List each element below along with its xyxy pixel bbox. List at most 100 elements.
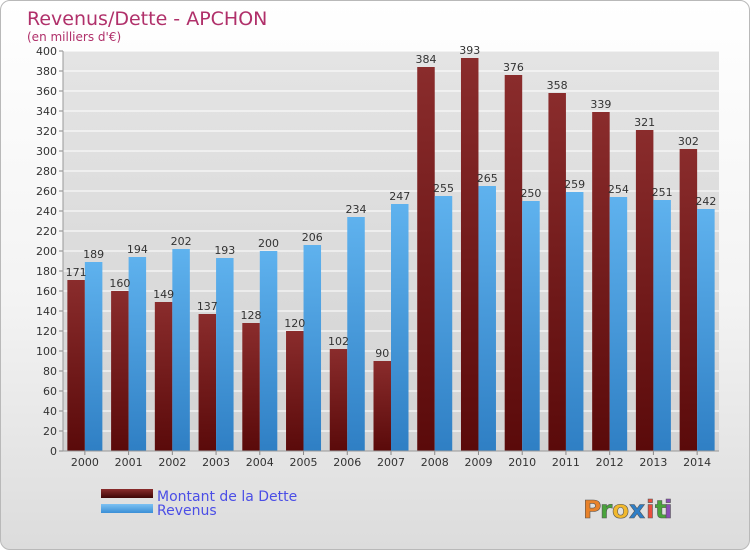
bar-revenus [609, 197, 628, 451]
data-label: 250 [520, 187, 541, 200]
y-tick-label: 320 [36, 125, 57, 138]
data-label: 254 [608, 183, 629, 196]
bar-debt [198, 314, 217, 451]
data-label: 393 [459, 44, 480, 57]
data-label: 128 [241, 309, 262, 322]
bar-revenus [522, 201, 540, 451]
data-label: 90 [375, 347, 389, 360]
bar-debt [417, 67, 435, 451]
bar-debt [286, 331, 304, 451]
data-label: 265 [477, 172, 498, 185]
y-tick-label: 380 [36, 65, 57, 78]
data-label: 358 [547, 79, 568, 92]
data-label: 137 [197, 300, 218, 313]
y-tick-label: 400 [36, 45, 57, 58]
bar-revenus [434, 196, 453, 451]
x-tick-label: 2003 [202, 456, 230, 469]
x-tick-label: 2013 [639, 456, 667, 469]
data-label: 242 [695, 195, 716, 208]
x-tick-label: 2006 [333, 456, 361, 469]
bar-debt [373, 361, 391, 451]
x-tick-label: 2002 [158, 456, 186, 469]
x-tick-label: 2001 [115, 456, 143, 469]
logo-letter: r [600, 495, 613, 524]
logo-letter: t [655, 495, 667, 524]
data-label: 160 [109, 277, 130, 290]
bar-revenus [697, 209, 715, 451]
data-label: 120 [284, 317, 305, 330]
bar-revenus [347, 217, 365, 451]
chart-subtitle: (en milliers d'€) [27, 30, 121, 44]
bar-debt [592, 112, 610, 451]
bar-revenus [172, 249, 190, 451]
legend-label-debt: Montant de la Dette [157, 489, 297, 505]
x-tick-label: 2009 [464, 456, 492, 469]
data-label: 321 [634, 116, 655, 129]
data-label: 384 [415, 53, 436, 66]
proxiti-logo: Pr o x i ti [583, 495, 673, 525]
y-tick-label: 40 [43, 405, 57, 418]
bar-revenus [478, 186, 496, 451]
chart-title: Revenus/Dette - APCHON [27, 8, 267, 30]
data-label: 376 [503, 61, 524, 74]
bar-revenus [128, 257, 147, 451]
bar-revenus [565, 192, 584, 451]
y-tick-label: 0 [50, 445, 57, 458]
data-label: 247 [389, 190, 410, 203]
y-tick-label: 240 [36, 205, 57, 218]
data-label: 255 [433, 182, 454, 195]
data-label: 251 [652, 186, 673, 199]
x-tick-label: 2010 [508, 456, 536, 469]
bar-revenus [303, 245, 322, 451]
data-label: 302 [678, 135, 699, 148]
x-tick-label: 2000 [71, 456, 99, 469]
y-tick-label: 360 [36, 85, 57, 98]
data-label: 193 [214, 244, 235, 257]
data-label: 202 [171, 235, 192, 248]
y-tick-label: 260 [36, 185, 57, 198]
bar-debt [679, 149, 698, 451]
plot-area: 0 20 40 60 80 100 120 140 160 180 200 220 240 260 280 3… [36, 44, 719, 469]
bar-debt [635, 130, 654, 451]
logo-letter: i [664, 495, 673, 524]
bar-debt [329, 349, 348, 451]
data-label: 171 [66, 266, 87, 279]
logo-letter: P [583, 495, 601, 524]
data-label: 189 [83, 248, 104, 261]
bar-debt [154, 302, 173, 451]
bar-debt [242, 323, 260, 451]
data-label: 149 [153, 288, 174, 301]
data-label: 194 [127, 243, 148, 256]
bar-revenus [653, 200, 671, 451]
y-tick-label: 20 [43, 425, 57, 438]
logo-letter: i [646, 495, 655, 524]
x-tick-label: 2005 [290, 456, 318, 469]
x-tick-label: 2008 [421, 456, 449, 469]
y-tick-label: 120 [36, 325, 57, 338]
bar-debt [460, 58, 479, 451]
legend-swatch-revenus [101, 504, 153, 513]
y-tick-label: 140 [36, 305, 57, 318]
logo-letter: o [612, 495, 629, 524]
x-tick-label: 2014 [683, 456, 711, 469]
y-tick-label: 220 [36, 225, 57, 238]
bar-revenus [84, 262, 103, 451]
legend-swatch-debt [101, 489, 153, 498]
legend-label-revenus: Revenus [157, 503, 217, 519]
y-tick-label: 180 [36, 265, 57, 278]
y-tick-label: 160 [36, 285, 57, 298]
y-tick-label: 60 [43, 385, 57, 398]
y-tick-label: 80 [43, 365, 57, 378]
bar-debt [504, 75, 523, 451]
y-tick-label: 100 [36, 345, 57, 358]
data-label: 259 [564, 178, 585, 191]
y-tick-label: 340 [36, 105, 57, 118]
data-label: 102 [328, 335, 349, 348]
bar-debt [111, 291, 129, 451]
y-tick-label: 300 [36, 145, 57, 158]
x-tick-label: 2011 [552, 456, 580, 469]
data-label: 200 [258, 237, 279, 250]
data-label: 234 [346, 203, 367, 216]
